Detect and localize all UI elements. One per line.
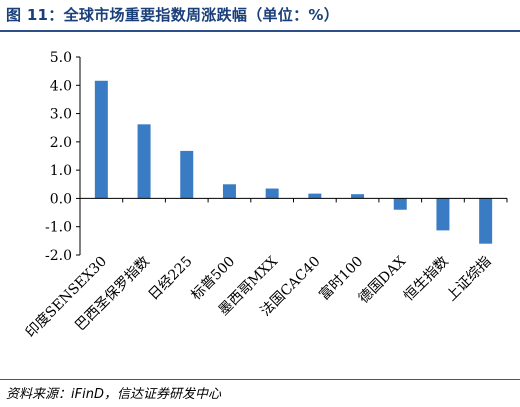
title-divider — [0, 30, 520, 32]
y-tick-label: 3.0 — [50, 107, 72, 123]
x-axis — [79, 197, 508, 203]
x-tick-label: 日经225 — [146, 254, 196, 304]
bar — [94, 80, 108, 199]
bar — [222, 184, 236, 199]
y-tick-label: -1.0 — [45, 220, 72, 236]
x-tick-label: 德国DAX — [356, 253, 409, 306]
y-tick-label: 0.0 — [50, 191, 72, 207]
y-tick-label: 2.0 — [50, 135, 72, 151]
bar — [265, 188, 279, 199]
bar — [180, 150, 194, 199]
y-axis: -2.0 -1.0 0.0 1.0 2.0 3.0 4.0 5.0 — [45, 50, 81, 264]
bar — [479, 198, 493, 244]
y-tick-label: -2.0 — [45, 248, 72, 264]
x-tick-labels: 印度SENSEX30巴西圣保罗指数日经225标普500墨西哥MXX法国CAC40… — [23, 253, 495, 341]
y-tick-label: 5.0 — [50, 50, 72, 66]
x-tick-label: 恒生指数 — [401, 254, 452, 305]
y-tick-label: 4.0 — [50, 78, 72, 94]
bars — [94, 80, 493, 244]
bar — [393, 198, 407, 210]
source-divider — [0, 379, 520, 380]
x-tick-label: 上证综指 — [444, 254, 495, 305]
source-note: 资料来源：iFinD，信达证券研发中心 — [6, 387, 221, 402]
y-tick-label: 1.0 — [50, 163, 72, 179]
x-tick-label: 巴西圣保罗指数 — [72, 254, 153, 335]
bar — [137, 124, 151, 199]
bar-chart: -2.0 -1.0 0.0 1.0 2.0 3.0 4.0 5.0 印度SENSEX30巴西圣… — [23, 50, 508, 341]
figure-title: 图 11：全球市场重要指数周涨跌幅（单位：%） — [6, 6, 340, 24]
bar — [308, 193, 322, 199]
bar — [351, 194, 365, 199]
bar — [436, 198, 450, 231]
